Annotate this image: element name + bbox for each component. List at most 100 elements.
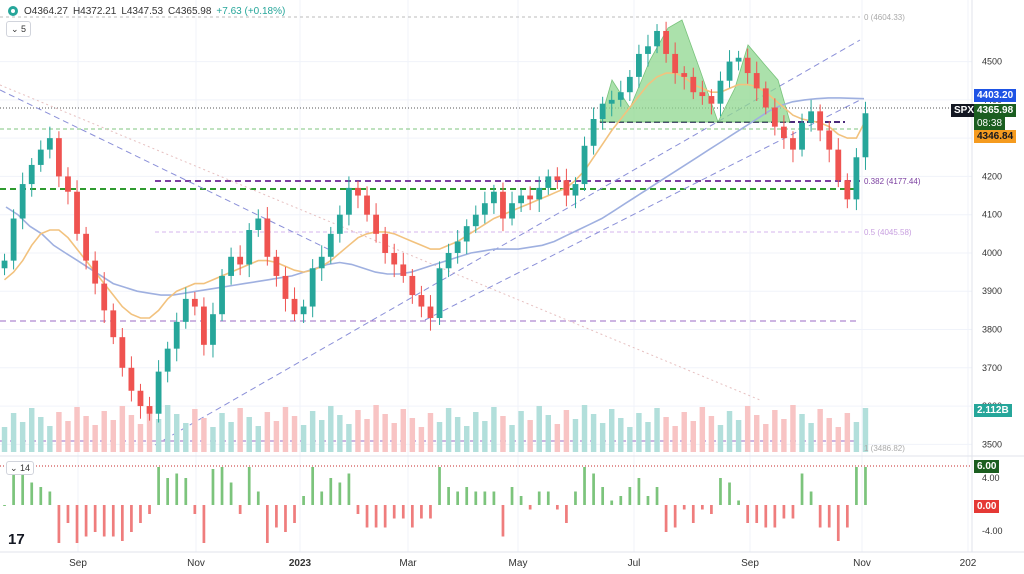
oscillator-histogram <box>3 467 867 543</box>
countdown-tag: 08:38 <box>974 117 1006 130</box>
volume-bar <box>1 427 8 452</box>
volume-bar <box>119 406 126 452</box>
candle-body <box>645 46 651 54</box>
osc-bar <box>465 487 469 505</box>
candle-body <box>164 348 171 372</box>
volume-bar <box>346 424 352 452</box>
osc-bar <box>311 467 315 505</box>
candle-body <box>101 283 108 311</box>
candle-body <box>10 218 17 261</box>
osc-bar <box>546 491 550 505</box>
slow-moving-average <box>5 97 865 296</box>
candle-body <box>309 268 316 307</box>
x-tick-label: May <box>509 558 528 569</box>
candle-body <box>1 260 8 269</box>
x-tick-label: Jul <box>628 558 641 569</box>
volume-bar <box>473 412 479 452</box>
osc-bar <box>764 505 768 528</box>
candle-body <box>355 187 361 196</box>
volume-bar <box>482 421 488 452</box>
osc-tick-label: 4.00 <box>982 473 1000 483</box>
volume-bar <box>164 405 171 452</box>
x-tick-label: 202 <box>960 558 977 569</box>
candle-body <box>808 111 814 123</box>
osc-upper-tag: 6.00 <box>974 460 1000 473</box>
fib-label-1: 1 (3486.82) <box>864 444 905 453</box>
candle-body <box>318 256 325 269</box>
osc-bar <box>265 505 269 543</box>
candle-body <box>481 203 488 215</box>
osc-bar <box>791 505 795 519</box>
candle-body <box>155 371 162 414</box>
osc-bar <box>229 482 233 505</box>
candle-body <box>65 176 71 192</box>
osc-bar <box>39 487 43 505</box>
osc-bar <box>773 505 777 528</box>
uptrend-line <box>154 39 861 446</box>
candle-body <box>191 298 198 307</box>
osc-bar <box>800 473 804 505</box>
volume-bar <box>527 420 533 452</box>
osc-bar <box>84 505 88 537</box>
volume-bar <box>10 413 17 452</box>
candle-body <box>336 214 343 234</box>
osc-bar <box>519 496 523 505</box>
candle-body <box>545 176 552 188</box>
candle-body <box>291 298 298 315</box>
osc-bar <box>420 505 423 519</box>
ma2-value-tag: 4346.84 <box>974 130 1017 143</box>
osc-bar <box>202 505 206 543</box>
osc-bar <box>193 505 197 514</box>
osc-lower-tag: 0.00 <box>974 500 1000 513</box>
volume-bar <box>663 417 669 452</box>
osc-bar <box>166 478 170 505</box>
osc-bar <box>3 505 6 506</box>
ma-value-tag: 4403.20 <box>974 89 1017 102</box>
price-tag: 4365.98 <box>974 104 1017 117</box>
volume-bar <box>219 413 225 452</box>
candle-body <box>327 233 334 257</box>
candle-body <box>255 218 262 230</box>
candlesticks <box>1 21 869 423</box>
indicator-toggle-button[interactable]: ⌄ 5 <box>6 21 32 37</box>
candle-body <box>264 218 271 257</box>
osc-bar <box>429 505 432 519</box>
volume-bar <box>862 408 869 452</box>
candle-body <box>717 80 724 104</box>
volume-bar <box>636 413 642 452</box>
volume-bar <box>418 427 425 452</box>
osc-bar <box>275 505 278 528</box>
volume-bar <box>672 426 678 452</box>
candle-body <box>554 176 561 181</box>
candle-body <box>282 275 289 299</box>
osc-tick-label: -4.00 <box>982 526 1003 536</box>
osc-bar <box>130 505 133 532</box>
osc-bar <box>474 491 478 505</box>
candle-body <box>400 264 407 276</box>
oscillator-toggle-button[interactable]: ⌄ 14 <box>6 461 35 475</box>
volume-bar <box>563 410 570 452</box>
volume-bar <box>536 406 542 452</box>
y-tick-label: 4200 <box>982 171 1002 181</box>
candle-body <box>762 88 769 108</box>
candle-body <box>445 252 452 269</box>
candle-body <box>790 138 796 150</box>
tradingview-logo-icon: 17 <box>8 531 25 548</box>
volume-bar <box>355 410 361 452</box>
candle-body <box>509 203 515 219</box>
close-value: C4365.98 <box>168 5 212 17</box>
osc-bar <box>93 505 97 532</box>
volume-bar <box>735 420 742 452</box>
candle-body <box>844 180 851 200</box>
osc-bar <box>401 505 405 519</box>
osc-bar <box>836 505 840 541</box>
volume-bar <box>92 425 98 452</box>
osc-bar <box>583 467 586 505</box>
candle-body <box>626 76 633 93</box>
candle-body <box>92 260 99 284</box>
volume-bar <box>618 418 624 452</box>
osc-bar <box>347 473 351 505</box>
candle-body <box>346 187 352 215</box>
